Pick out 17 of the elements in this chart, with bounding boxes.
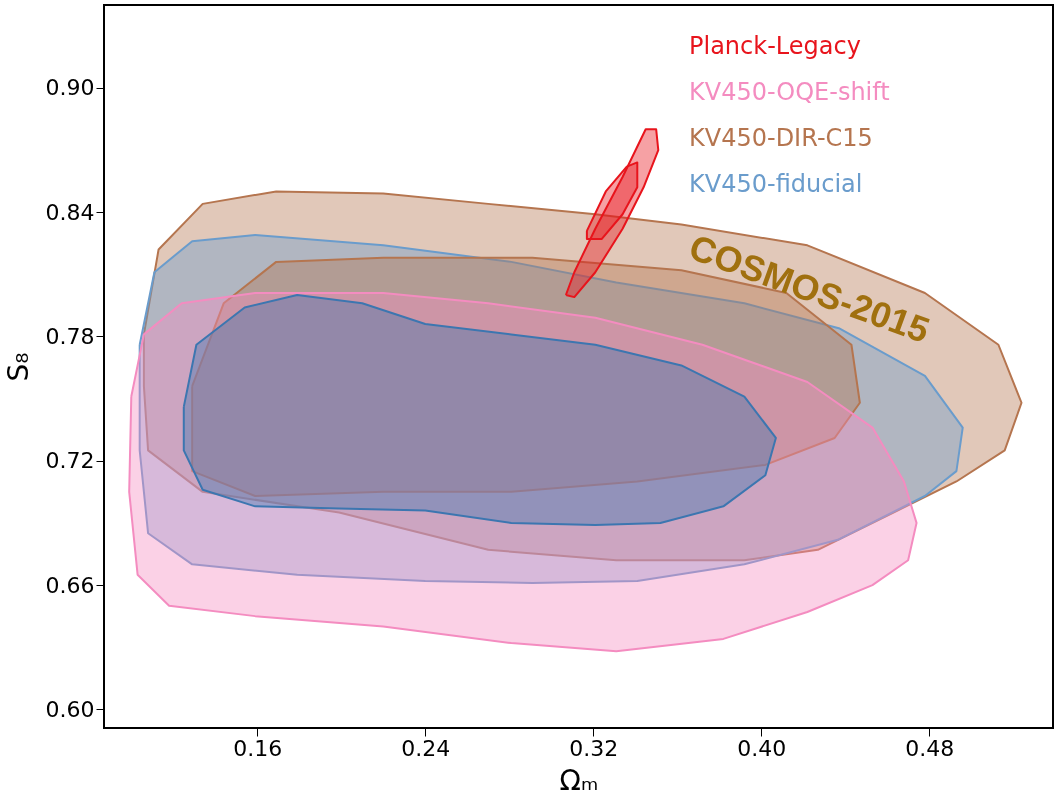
x-tick-label: 0.24 [401,735,451,761]
y-tick-label: 0.72 [45,448,95,474]
y-axis-title: S₈ [1,352,35,382]
y-tick-label: 0.78 [45,323,95,349]
y-tick-label: 0.60 [45,696,95,722]
x-tick-label: 0.48 [905,735,955,761]
text: KV450-OQE-shift [689,78,890,106]
y-tick-label: 0.66 [45,572,95,598]
text: KV450-DIR-C15 [689,124,873,152]
y-tick-label: 0.90 [45,75,95,101]
y-tick-label: 0.84 [45,199,95,225]
x-tick-label: 0.40 [737,735,787,761]
text: KV450-fiducial [689,170,863,198]
x-tick-label: 0.32 [569,735,619,761]
x-axis-title: Ωₘ [559,763,599,797]
x-tick-label: 0.16 [233,735,283,761]
text: Planck-Legacy [689,32,861,60]
